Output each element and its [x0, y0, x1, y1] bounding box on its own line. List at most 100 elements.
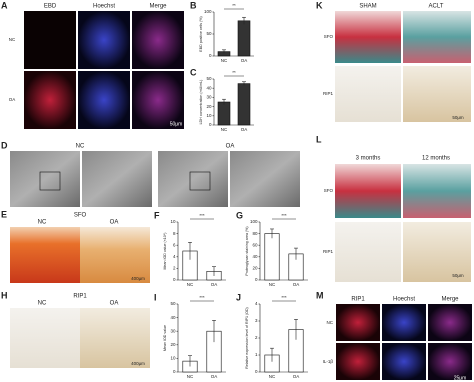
x-tick-label: OA: [211, 282, 218, 287]
bar: [217, 101, 231, 126]
x-tick-label: OA: [293, 374, 300, 379]
micrograph: [230, 151, 300, 207]
y-axis-label: Mean IOD value: [163, 325, 167, 351]
y-tick-label: 0: [173, 277, 176, 282]
label: G: [236, 210, 243, 220]
label: A: [1, 0, 8, 10]
significance: **: [232, 3, 236, 8]
micrograph: [428, 304, 472, 341]
y-tick-label: 40: [252, 254, 258, 259]
label: NC: [38, 301, 47, 307]
y-tick-label: 0: [173, 369, 176, 374]
micrograph: [10, 227, 80, 283]
x-tick-label: OA: [211, 374, 218, 379]
micrograph: [80, 308, 150, 368]
label: NC: [9, 37, 16, 42]
significance: ***: [281, 295, 287, 300]
label: RIP1: [73, 294, 87, 300]
y-tick-label: 20: [252, 266, 258, 271]
label: Hoechst: [93, 4, 115, 10]
label: EBD: [44, 4, 57, 10]
micrograph: [403, 11, 471, 63]
x-tick-label: OA: [241, 127, 248, 132]
micrograph: [428, 343, 472, 380]
zoom-box: [189, 171, 211, 191]
micrograph: [382, 304, 426, 341]
label: D: [1, 140, 8, 150]
label: NC: [38, 220, 47, 226]
label: 25μm: [454, 375, 467, 381]
y-axis-label: Mean IOD value (×10⁴): [163, 233, 167, 270]
label: IL-1β: [323, 359, 334, 364]
label: Merge: [441, 297, 459, 303]
label: Merge: [149, 4, 167, 10]
label: 400μm: [131, 276, 145, 281]
y-tick-label: 100: [204, 9, 212, 14]
y-tick-label: 0: [209, 122, 212, 127]
x-tick-label: NC: [221, 127, 228, 132]
label: RIP1: [351, 297, 365, 303]
micrograph: [403, 164, 471, 218]
y-tick-label: 40: [206, 85, 212, 90]
label: B: [190, 0, 197, 10]
micrograph: [24, 11, 76, 69]
micrograph: [403, 222, 471, 282]
significance: **: [232, 70, 236, 75]
y-tick-label: 2: [173, 266, 176, 271]
y-axis-label: Proteoglycan staining area (%): [245, 226, 249, 275]
y-tick-label: 20: [170, 342, 176, 347]
significance: ***: [199, 295, 205, 300]
y-tick-label: 30: [206, 95, 212, 100]
y-axis-label: LDH concentration (mU/mL): [199, 80, 203, 125]
x-tick-label: NC: [269, 282, 276, 287]
significance: ***: [281, 213, 287, 218]
micrograph: [336, 343, 380, 380]
micrograph: [80, 227, 150, 283]
micrograph: [335, 222, 401, 282]
micrograph: [335, 11, 401, 63]
label: 50μm: [452, 115, 464, 120]
label: NC: [76, 144, 85, 150]
label: F: [154, 210, 160, 220]
label: RIP1: [323, 91, 334, 96]
label: J: [236, 292, 241, 302]
label: 400μm: [131, 361, 145, 366]
x-tick-label: NC: [187, 282, 194, 287]
micrograph: [158, 151, 228, 207]
y-tick-label: 0: [255, 369, 258, 374]
label: OA: [110, 220, 119, 226]
label: H: [1, 290, 8, 300]
label: SFO: [324, 188, 334, 193]
y-tick-label: 4: [255, 301, 258, 306]
micrograph: [78, 71, 130, 129]
label: RIP1: [323, 249, 334, 254]
y-tick-label: 8: [173, 231, 176, 236]
label: ACLT: [429, 4, 444, 10]
y-tick-label: 40: [170, 315, 176, 320]
y-tick-label: 10: [206, 113, 212, 118]
label: C: [190, 67, 197, 77]
label: 3 months: [356, 156, 381, 162]
label: SFO: [74, 213, 87, 219]
y-tick-label: 0: [209, 53, 212, 58]
y-tick-label: 30: [170, 328, 176, 333]
y-tick-label: 4: [173, 254, 176, 259]
label: 12 months: [422, 156, 450, 162]
y-tick-label: 10: [170, 219, 176, 224]
x-tick-label: OA: [241, 58, 248, 63]
x-tick-label: NC: [187, 374, 194, 379]
micrograph: [336, 304, 380, 341]
label: K: [316, 0, 323, 10]
y-tick-label: 50: [206, 76, 212, 81]
micrograph: [10, 308, 80, 368]
y-tick-label: 2: [255, 335, 258, 340]
y-tick-label: 3: [255, 318, 258, 323]
y-tick-label: 10: [170, 356, 176, 361]
y-tick-label: 1: [255, 352, 258, 357]
y-tick-label: 20: [206, 104, 212, 109]
x-tick-label: NC: [269, 374, 276, 379]
micrograph: [24, 71, 76, 129]
micrograph: [335, 164, 401, 218]
label: Hoechst: [393, 297, 415, 303]
